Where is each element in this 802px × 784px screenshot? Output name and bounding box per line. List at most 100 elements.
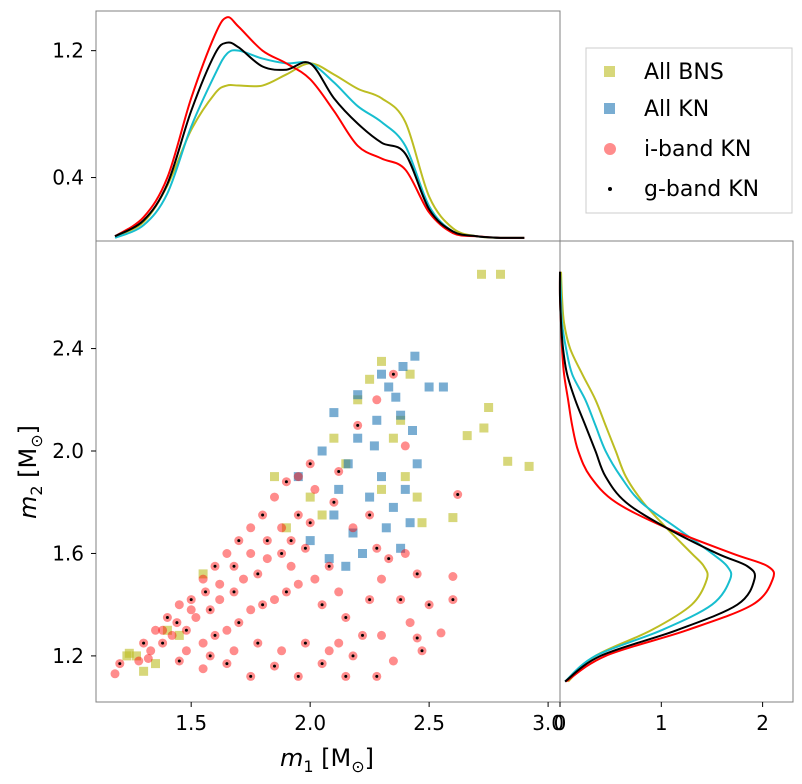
point-g-band-kn [344,674,348,678]
point-i-band-kn [405,618,415,628]
top-marginal-panel: 0.4 1.2 [52,10,561,242]
legend-marker-i-band-kn [604,143,616,155]
point-i-band-kn [191,613,201,622]
legend-label-g-band-kn: g-band KN [644,177,759,202]
point-g-band-kn [296,674,300,678]
point-all-kn [398,362,408,371]
point-g-band-kn [225,662,229,666]
point-all-kn [438,382,448,392]
x-axis-label: m1 [M⊙] [280,744,374,776]
point-all-bns [377,356,386,366]
point-i-band-kn [400,549,410,558]
point-i-band-kn [448,572,458,581]
scatter-points [110,269,534,681]
point-all-kn [334,484,344,494]
point-g-band-kn [399,598,403,602]
right-curve-all-kn [559,271,733,683]
point-all-bns [174,630,184,640]
point-all-kn [324,554,334,564]
point-g-band-kn [308,462,312,466]
point-i-band-kn [167,630,177,640]
point-g-band-kn [427,603,431,607]
legend-label-i-band-kn: i-band KN [644,137,751,162]
point-i-band-kn [277,646,287,656]
point-i-band-kn [222,549,232,558]
point-i-band-kn [198,664,208,674]
point-all-bns [396,415,406,425]
point-i-band-kn [348,523,358,533]
point-g-band-kn [189,598,193,602]
point-all-bns [317,510,327,520]
top-curve-g-band-kn [114,41,525,239]
right-panel-frame [559,240,794,703]
right-curve-all-bns [560,271,709,683]
legend-marker-g-band-kn [608,187,612,191]
point-all-kn [408,426,417,435]
point-all-bns [503,456,513,466]
scatter-panel: 1.5 2.0 2.5 3.0 1.2 1.6 2.0 2.4 [52,240,564,735]
point-g-band-kn [303,641,307,645]
point-g-band-kn [232,590,236,594]
point-all-kn [412,459,422,469]
point-g-band-kn [296,513,300,517]
point-all-kn [410,351,420,361]
point-i-band-kn [246,523,256,533]
point-all-kn [305,536,315,546]
point-all-bns [377,484,386,494]
point-all-kn [377,369,386,379]
point-g-band-kn [208,654,212,658]
point-all-kn [353,433,363,443]
point-i-band-kn [286,561,296,571]
y-1-2-tick-label: 1.2 [52,644,84,668]
legend-frame [585,47,793,214]
point-g-band-kn [344,616,348,619]
point-g-band-kn [368,598,372,602]
point-i-band-kn [146,646,156,656]
point-i-band-kn [143,654,153,663]
point-g-band-kn [308,521,312,525]
point-g-band-kn [177,659,181,663]
top-panel-frame [95,10,561,242]
point-i-band-kn [158,625,168,635]
point-i-band-kn [134,656,144,666]
scatter-x-ticks: 1.5 2.0 2.5 3.0 [175,702,564,735]
point-g-band-kn [280,552,284,555]
point-all-bns [400,472,410,482]
point-i-band-kn [324,646,334,656]
point-all-kn [329,408,339,418]
point-i-band-kn [310,484,320,494]
point-i-band-kn [436,628,446,638]
legend-label-all-bns: All BNS [644,60,724,85]
legend: All BNS All KN i-band KN g-band KN [585,47,793,214]
point-all-kn [400,484,410,494]
point-all-kn [329,510,339,520]
point-all-bns [484,403,494,412]
point-all-bns [139,666,149,676]
point-i-band-kn [215,579,225,589]
point-g-band-kn [320,662,324,666]
point-g-band-kn [368,513,372,517]
point-all-bns [132,651,141,661]
point-i-band-kn [277,523,287,533]
point-all-kn [396,543,406,553]
point-g-band-kn [175,621,179,625]
scatter-y-ticks: 1.2 1.6 2.0 2.4 [52,337,96,668]
point-g-band-kn [337,470,341,473]
point-g-band-kn [327,564,331,568]
point-all-kn [365,492,375,502]
point-g-band-kn [415,636,419,640]
y-2-4-tick-label: 2.4 [52,337,84,361]
point-i-band-kn [270,595,279,605]
point-i-band-kn [110,669,120,679]
point-all-kn [348,528,358,538]
right-density-curves [558,271,776,683]
point-all-kn [384,382,394,392]
point-all-bns [198,569,208,579]
point-i-band-kn [334,587,344,597]
x-2-5-tick-label: 2.5 [413,711,445,735]
x-2-0-tick-label: 2.0 [294,711,326,735]
point-i-band-kn [270,492,279,502]
point-all-bns [448,513,458,523]
right-x-ticks: 0 1 2 [554,702,769,735]
point-all-kn [424,382,434,392]
